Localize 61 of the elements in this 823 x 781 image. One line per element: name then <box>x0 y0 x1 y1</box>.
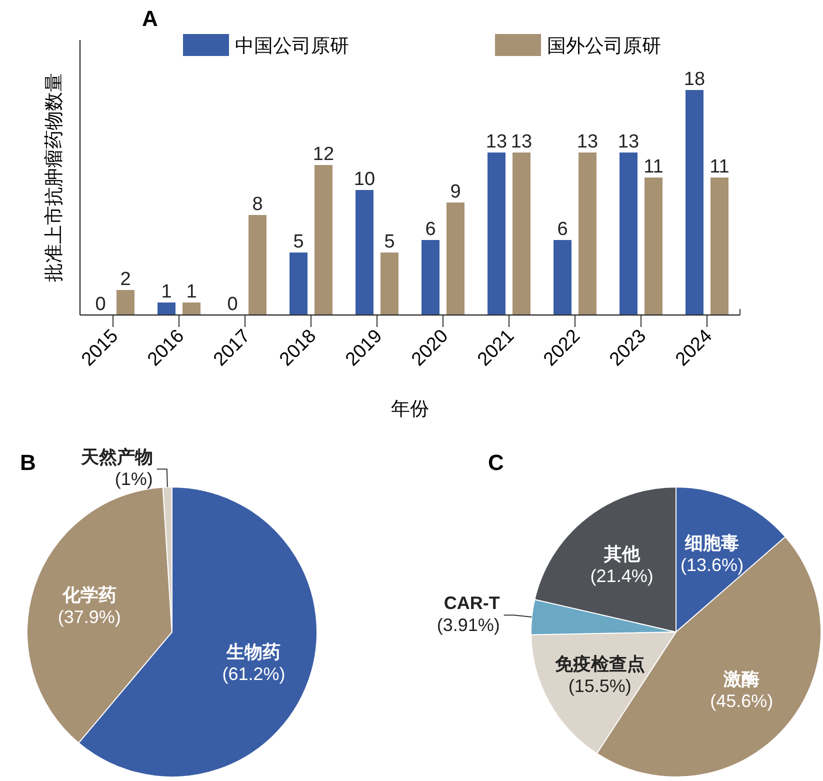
data-label: (3.91%) <box>436 615 500 636</box>
data-label: 0 <box>95 294 106 315</box>
data-label: (21.4%) <box>590 566 654 586</box>
bar <box>314 165 332 315</box>
data-label: 11 <box>644 156 664 178</box>
data-label: 1 <box>161 282 172 302</box>
bar <box>512 152 530 315</box>
data-label: 8 <box>252 194 263 215</box>
data-label: (45.6%) <box>710 691 774 712</box>
bar <box>116 290 134 315</box>
slice-label: 天然产物 <box>80 447 153 468</box>
data-label: 13 <box>486 132 508 152</box>
data-label: 18 <box>684 69 706 90</box>
data-label: 13 <box>510 132 532 152</box>
data-label: 11 <box>710 156 730 178</box>
data-label: 13 <box>618 132 640 152</box>
bar <box>380 252 398 315</box>
data-label: 10 <box>354 169 376 190</box>
data-label: 12 <box>312 144 334 165</box>
data-label: 0 <box>227 294 238 315</box>
data-label: (61.2%) <box>222 664 286 684</box>
data-label: 5 <box>293 232 304 252</box>
data-label: 13 <box>576 132 598 152</box>
chart-title: B <box>20 450 36 475</box>
slice-label: CAR-T <box>444 593 500 614</box>
data-label: 2 <box>120 269 131 290</box>
slice-label: 激酶 <box>722 669 760 690</box>
bar <box>182 302 200 315</box>
data-label: 5 <box>384 232 395 252</box>
chart-title: C <box>488 450 504 475</box>
bar <box>686 90 704 315</box>
legend-label: 中国公司原研 <box>235 36 349 57</box>
bar <box>290 252 308 315</box>
bar <box>644 178 662 315</box>
data-label: (1%) <box>114 469 153 490</box>
slice-label: 生物药 <box>226 642 281 662</box>
data-label: (13.6%) <box>680 554 744 575</box>
bar <box>620 152 638 315</box>
x-axis-title: 年份 <box>391 399 429 420</box>
slice-label: 免疫检查点 <box>554 654 645 674</box>
data-label: 9 <box>450 182 461 202</box>
data-label: 1 <box>186 282 197 302</box>
bar <box>554 240 572 315</box>
data-label: 6 <box>557 219 568 240</box>
y-axis-title: 批准上市抗肿瘤药物数量 <box>43 73 65 282</box>
slice-label: 细胞毒 <box>684 532 740 553</box>
slice-label: 化学药 <box>61 584 116 605</box>
bar <box>446 202 464 315</box>
data-label: (15.5%) <box>568 676 632 696</box>
bar <box>356 190 374 315</box>
bar <box>488 152 506 315</box>
data-label: 6 <box>425 219 436 240</box>
slice-label: 其他 <box>602 544 641 564</box>
bar <box>158 302 176 315</box>
data-label: (37.9%) <box>58 606 121 627</box>
legend-label: 国外公司原研 <box>547 36 661 57</box>
bar <box>422 240 440 315</box>
bar <box>578 152 596 315</box>
bar <box>710 178 728 315</box>
bar <box>248 215 266 315</box>
chart-title: A <box>142 6 158 31</box>
